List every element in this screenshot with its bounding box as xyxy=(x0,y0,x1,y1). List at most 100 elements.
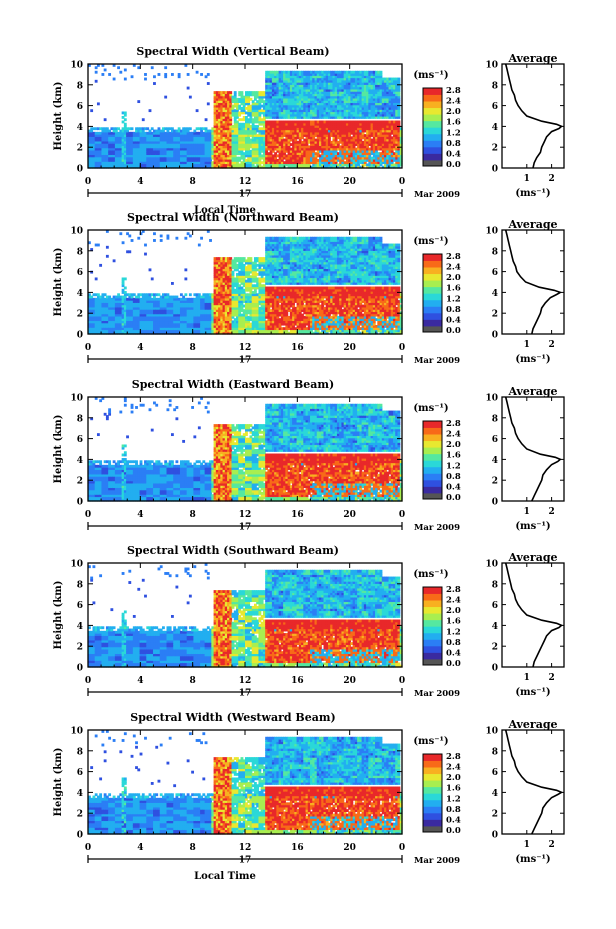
heatmap-cell xyxy=(105,158,109,162)
heatmap-cell xyxy=(135,127,138,131)
heatmap-cell xyxy=(186,134,190,137)
heatmap-cell xyxy=(184,156,188,160)
heatmap-cell xyxy=(126,147,129,151)
heatmap-cell xyxy=(222,131,226,135)
heatmap-cell xyxy=(175,154,179,158)
heatmap-cell xyxy=(159,163,163,167)
heatmap-cell xyxy=(117,161,120,165)
heatmap-cell xyxy=(186,165,190,169)
heatmap-cell xyxy=(233,95,237,99)
heatmap-cell xyxy=(168,145,172,149)
heatmap-cell xyxy=(90,140,94,144)
heatmap-cell xyxy=(123,129,127,133)
heatmap-cell xyxy=(175,149,179,153)
heatmap-cell xyxy=(132,154,136,158)
heatmap-cell xyxy=(191,149,195,153)
heatmap-cell xyxy=(197,136,201,140)
heatmap-cell xyxy=(249,125,253,128)
heatmap-cell xyxy=(206,143,210,146)
heatmap-cell xyxy=(139,131,143,135)
colorbar-tick-label: 1.2 xyxy=(446,128,461,138)
heatmap-cell xyxy=(103,163,107,167)
heatmap-cell xyxy=(249,149,253,153)
heatmap-cell xyxy=(240,122,244,126)
heatmap-cell xyxy=(126,131,129,135)
heatmap-cell xyxy=(218,95,221,99)
colorbar-tick-label: 0.0 xyxy=(446,160,461,170)
heatmap-cell xyxy=(99,127,103,131)
heatmap-cell xyxy=(110,154,114,158)
heatmap-cell xyxy=(209,158,212,162)
heatmap-cell xyxy=(193,143,197,146)
heatmap-cell xyxy=(119,147,123,151)
heatmap-cell xyxy=(99,147,103,151)
heatmap-cell xyxy=(168,154,172,158)
heatmap-cell xyxy=(105,129,109,133)
heatmap-cell xyxy=(166,149,170,153)
heatmap-cell xyxy=(240,100,244,104)
heatmap-cell xyxy=(233,147,237,151)
heatmap-cell xyxy=(146,165,150,169)
heatmap-cell xyxy=(191,154,195,158)
heatmap-cell xyxy=(238,131,242,135)
heatmap-cell xyxy=(141,140,145,144)
heatmap-cell xyxy=(213,122,217,126)
heatmap-cell xyxy=(222,127,226,131)
heatmap-cell xyxy=(119,134,123,137)
heatmap-cell xyxy=(220,156,224,160)
heatmap-cell xyxy=(141,165,145,169)
heatmap-cell xyxy=(123,286,127,290)
heatmap-cell xyxy=(94,138,98,142)
heatmap-cell xyxy=(108,156,112,160)
heatmap-cell xyxy=(137,236,141,240)
heatmap-cell xyxy=(146,127,150,131)
heatmap-cell xyxy=(191,158,195,162)
heatmap-cell xyxy=(238,100,242,104)
heatmap-cell xyxy=(213,163,217,167)
heatmap-cell xyxy=(108,147,112,151)
heatmap-cell xyxy=(233,161,237,165)
heatmap-cell xyxy=(222,104,226,108)
heatmap-cell xyxy=(137,154,141,158)
heatmap-cell xyxy=(227,102,230,106)
heatmap-cell xyxy=(121,241,125,245)
heatmap-cell xyxy=(247,129,251,133)
heatmap-cell xyxy=(188,140,192,144)
heatmap-cell xyxy=(128,140,132,144)
heatmap-cell xyxy=(231,154,235,158)
heatmap-cell xyxy=(206,73,210,76)
heatmap-cell xyxy=(249,131,253,135)
heatmap-cell xyxy=(148,154,152,158)
heatmap-cell xyxy=(114,129,118,133)
heatmap-cell xyxy=(162,143,165,146)
heatmap-cell xyxy=(110,149,114,153)
heatmap-cell xyxy=(209,149,212,153)
heatmap-cell xyxy=(130,147,134,151)
heatmap-cell xyxy=(170,165,174,169)
heatmap-cell xyxy=(220,165,224,169)
heatmap-cell xyxy=(227,163,230,167)
heatmap-cell xyxy=(146,149,150,153)
heatmap-cell xyxy=(227,116,230,119)
x-tick-label: 12 xyxy=(239,177,252,187)
heatmap-cell xyxy=(236,116,239,119)
heatmap-cell xyxy=(227,136,230,140)
heatmap-cell xyxy=(215,113,219,117)
heatmap-cell xyxy=(186,149,190,153)
heatmap-cell xyxy=(168,158,172,162)
heatmap-cell xyxy=(179,140,183,144)
heatmap-cell xyxy=(90,138,94,142)
heatmap-cell xyxy=(247,93,251,97)
heatmap-cell xyxy=(99,140,103,144)
heatmap-cell xyxy=(224,120,228,124)
heatmap-cell xyxy=(114,163,118,167)
heatmap-cell xyxy=(218,152,221,156)
heatmap-cell xyxy=(211,154,215,158)
heatmap-cell xyxy=(157,131,161,135)
heatmap-cell xyxy=(99,161,103,165)
heatmap-cell xyxy=(245,93,248,97)
y-tick-label: 2 xyxy=(77,144,83,154)
x-tick-label: 20 xyxy=(343,177,356,187)
heatmap-cell xyxy=(132,140,136,144)
heatmap-cell xyxy=(213,140,217,144)
